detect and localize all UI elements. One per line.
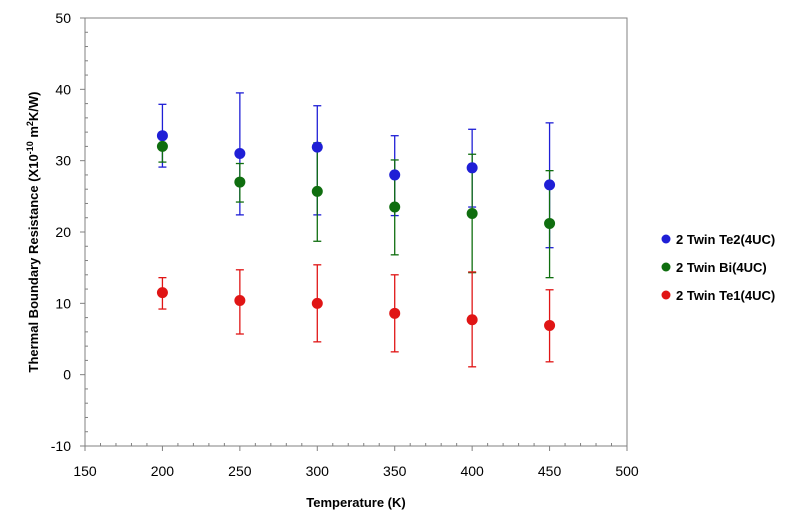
x-tick-label: 450 [538,463,562,479]
data-point [466,162,478,174]
data-point [234,294,246,306]
x-axis-title: Temperature (K) [306,495,405,510]
legend-label: 2 Twin Te2(4UC) [676,232,775,247]
legend-marker [661,234,671,244]
data-point [544,217,556,229]
y-tick-label: -10 [51,438,71,454]
legend: 2 Twin Te2(4UC) 2 Twin Bi(4UC) 2 Twin Te1(… [661,232,775,303]
data-point [466,207,478,219]
data-point [544,179,556,191]
data-point [389,169,401,181]
data-point [156,130,168,142]
axis-ticks: -10 0 10 20 30 40 50 150 200 250 300 350 400 450 500 [51,10,639,479]
legend-label: 2 Twin Bi(4UC) [676,260,767,275]
y-tick-label: 40 [55,81,71,97]
data-point [234,176,246,188]
y-axis-title: Thermal Boundary Resistance (X10-10 m2K/… [25,91,41,372]
y-tick-label: 30 [55,153,71,169]
series-points [156,140,556,229]
series-points [156,287,556,331]
data-point [466,314,478,326]
data-point [234,148,246,160]
x-tick-label: 350 [383,463,407,479]
data-marks [156,92,556,368]
data-point [389,307,401,319]
data-point [311,297,323,309]
data-point [389,201,401,213]
y-tick-label: 10 [55,295,71,311]
data-point [311,185,323,197]
x-tick-label: 200 [151,463,175,479]
legend-marker [661,262,671,272]
legend-label: 2 Twin Te1(4UC) [676,288,775,303]
x-tick-label: 150 [73,463,97,479]
x-tick-label: 400 [460,463,484,479]
data-point [311,141,323,153]
x-tick-label: 300 [306,463,330,479]
series-points [156,130,556,191]
x-tick-label: 250 [228,463,252,479]
x-tick-label: 500 [615,463,639,479]
y-tick-label: 20 [55,224,71,240]
plot-area [84,17,628,447]
data-point [544,319,556,331]
y-tick-label: 0 [63,367,71,383]
y-tick-label: 50 [55,10,71,26]
legend-marker [661,290,671,300]
data-point [156,140,168,152]
data-point [156,287,168,299]
